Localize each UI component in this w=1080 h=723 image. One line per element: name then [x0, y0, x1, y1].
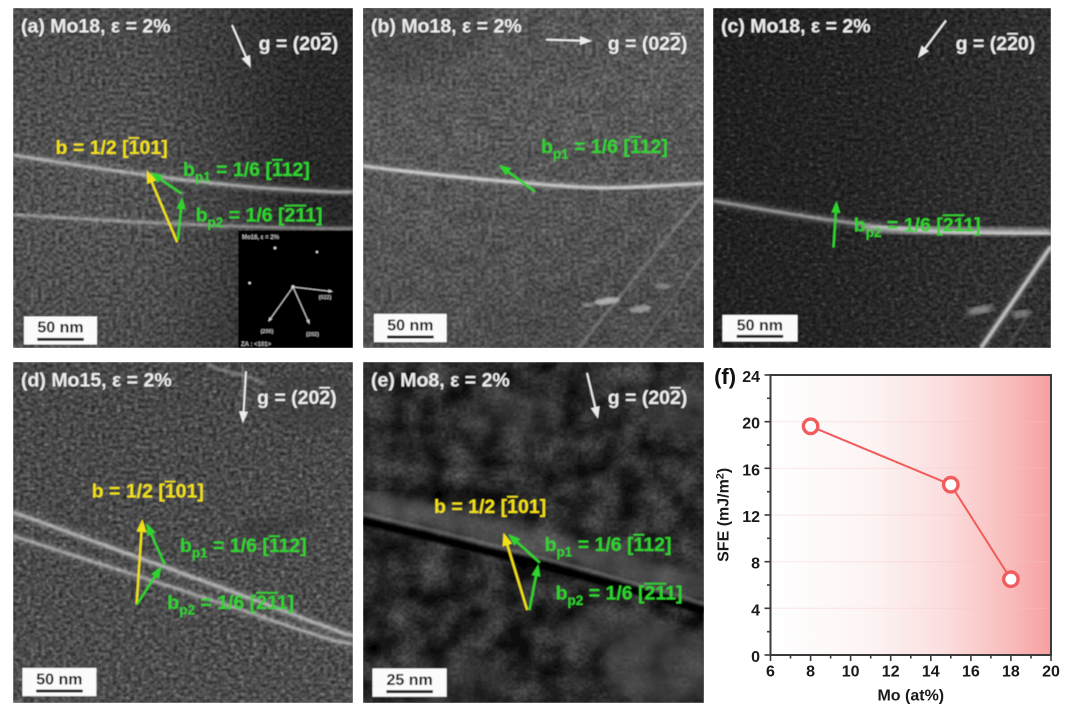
svg-text:bp1 = 1/6 [112]: bp1 = 1/6 [112] [183, 159, 310, 185]
svg-text:14: 14 [922, 663, 940, 680]
svg-text:(202): (202) [306, 332, 319, 338]
svg-text:bp1 = 1/6 [112]: bp1 = 1/6 [112] [545, 534, 672, 560]
svg-text:bp2 = 1/6 [211]: bp2 = 1/6 [211] [556, 583, 683, 609]
svg-text:(022): (022) [319, 295, 332, 301]
svg-text:50 nm: 50 nm [37, 320, 83, 337]
svg-text:50 nm: 50 nm [36, 671, 82, 688]
svg-text:Mo18, ε = 2%: Mo18, ε = 2% [242, 235, 280, 241]
svg-text:50 nm: 50 nm [737, 317, 783, 334]
svg-text:(b) Mo18, ε = 2%: (b) Mo18, ε = 2% [371, 16, 522, 38]
svg-text:g = (202): g = (202) [259, 33, 339, 55]
svg-text:10: 10 [842, 663, 860, 680]
svg-text:8: 8 [806, 663, 815, 680]
svg-text:bp2 = 1/6 [211]: bp2 = 1/6 [211] [167, 592, 294, 618]
svg-text:12: 12 [742, 509, 760, 526]
svg-text:16: 16 [742, 462, 760, 479]
svg-text:bp1 = 1/6 [112]: bp1 = 1/6 [112] [180, 535, 307, 561]
svg-text:8: 8 [751, 556, 760, 573]
svg-text:(c) Mo18, ε = 2%: (c) Mo18, ε = 2% [721, 16, 871, 38]
svg-text:20: 20 [1042, 663, 1060, 680]
svg-text:b = 1/2 [101]: b = 1/2 [101] [56, 137, 168, 159]
svg-text:g = (202): g = (202) [608, 387, 688, 409]
svg-text:g = (202): g = (202) [257, 387, 337, 409]
svg-text:b = 1/2 [101]: b = 1/2 [101] [434, 496, 546, 518]
svg-text:6: 6 [766, 663, 775, 680]
svg-text:50 nm: 50 nm [387, 317, 433, 334]
svg-text:(f): (f) [714, 364, 736, 389]
svg-text:16: 16 [962, 663, 980, 680]
svg-text:b = 1/2 [101]: b = 1/2 [101] [92, 481, 204, 503]
svg-text:(e) Mo8, ε = 2%: (e) Mo8, ε = 2% [371, 370, 510, 392]
svg-text:25 nm: 25 nm [386, 672, 432, 689]
svg-text:18: 18 [1002, 663, 1020, 680]
svg-text:(200): (200) [261, 329, 274, 335]
svg-text:20: 20 [742, 416, 760, 433]
svg-text:ZA : <101>: ZA : <101> [241, 342, 272, 348]
svg-text:0: 0 [751, 649, 760, 666]
svg-text:g = (022): g = (022) [608, 33, 688, 55]
svg-text:12: 12 [882, 663, 900, 680]
svg-text:g = (220): g = (220) [956, 33, 1036, 55]
svg-text:Mo (at%): Mo (at%) [877, 688, 944, 705]
svg-text:24: 24 [742, 369, 760, 386]
svg-text:4: 4 [751, 602, 760, 619]
svg-text:SFE (mJ/m2): SFE (mJ/m2) [715, 468, 733, 562]
svg-text:(a) Mo18, ε = 2%: (a) Mo18, ε = 2% [21, 16, 171, 38]
svg-text:(d) Mo15, ε = 2%: (d) Mo15, ε = 2% [21, 370, 172, 392]
